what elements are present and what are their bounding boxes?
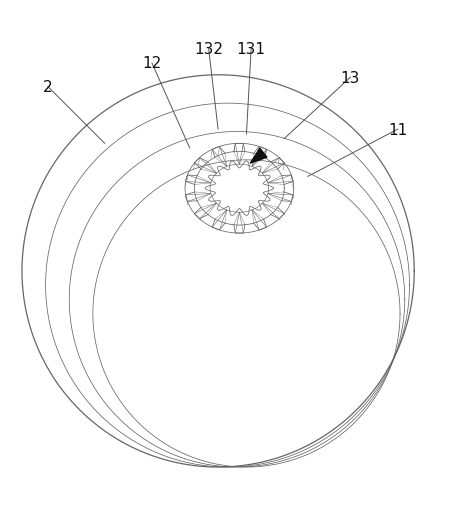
Text: 13: 13 (341, 71, 360, 85)
Text: 2: 2 (43, 80, 53, 95)
Polygon shape (250, 149, 267, 164)
Text: 11: 11 (388, 122, 407, 137)
Text: 132: 132 (194, 42, 223, 57)
Text: 131: 131 (237, 42, 266, 57)
Text: 12: 12 (142, 57, 162, 71)
